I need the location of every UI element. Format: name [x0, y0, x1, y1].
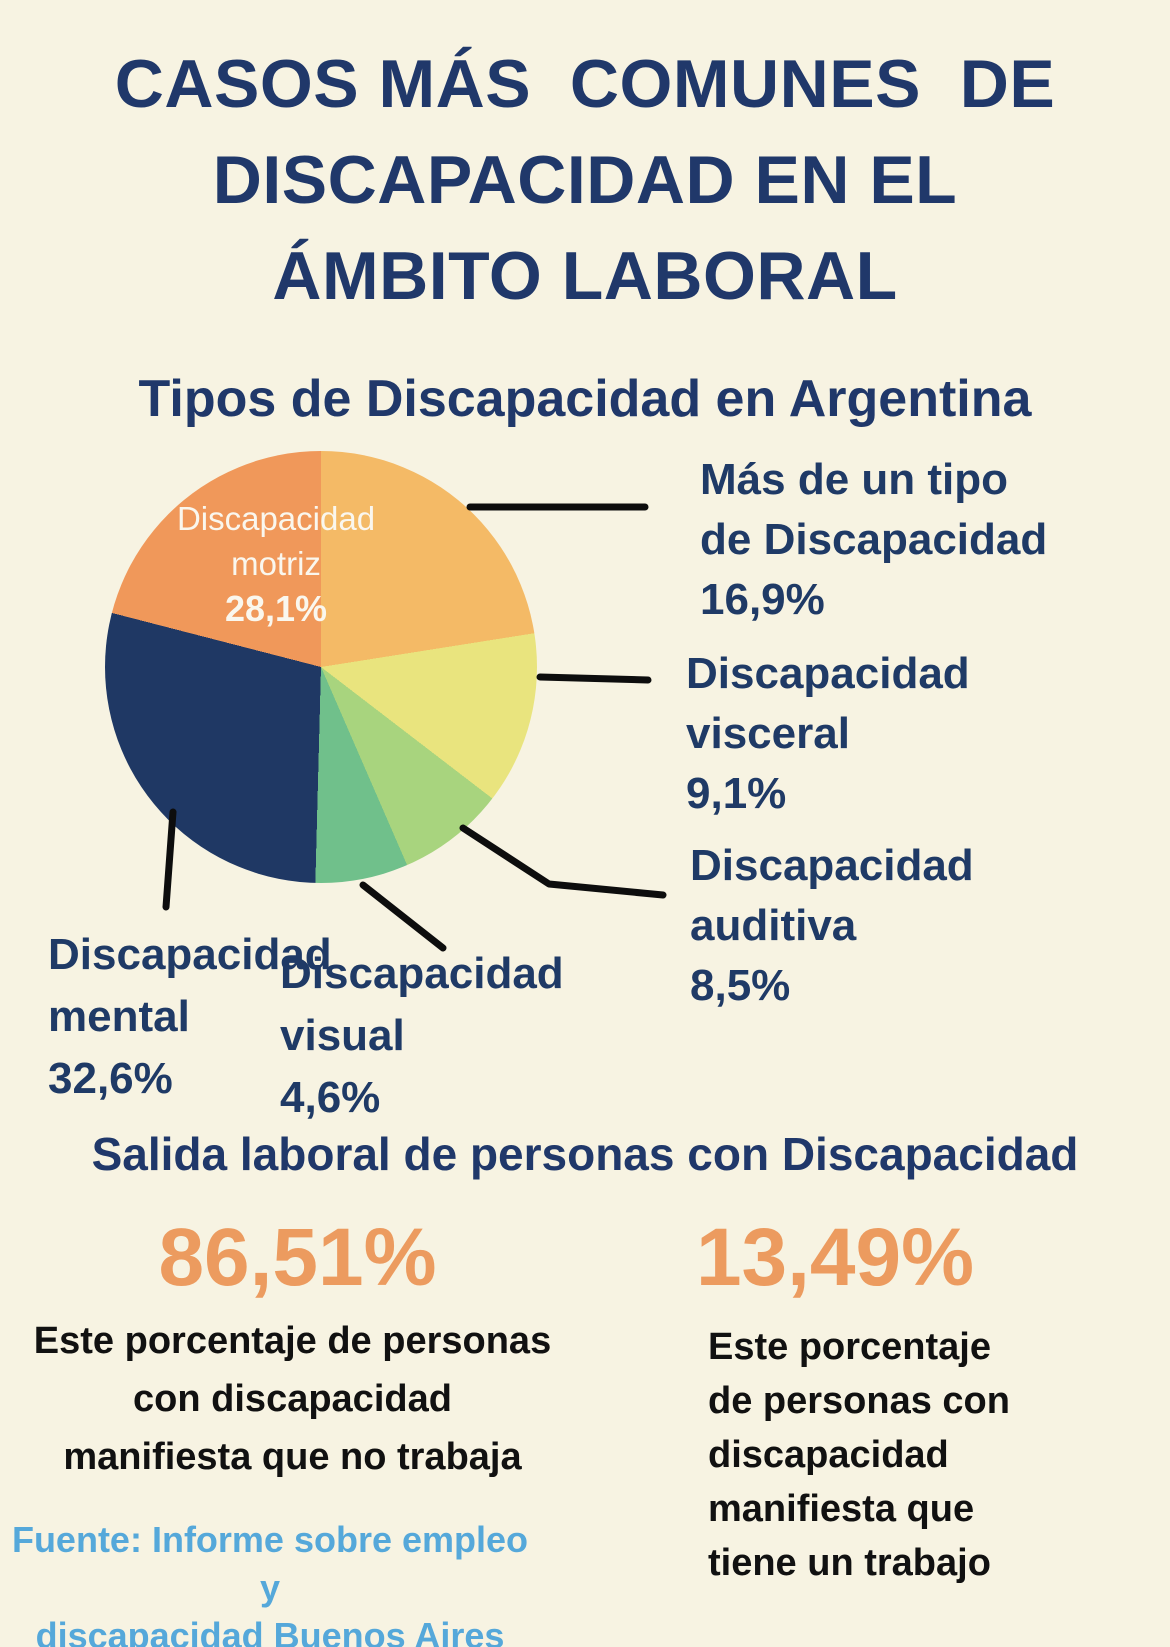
callout-line-auditiva [459, 824, 667, 899]
pie-chart [105, 451, 537, 883]
stat-value-no-trabaja: 86,51% [158, 1212, 437, 1303]
callout-label-multiple: Más de un tipo de Discapacidad 16,9% [700, 455, 1048, 624]
stat-description-trabaja: Este porcentaje de personas con discapac… [708, 1326, 1010, 1584]
stat-value-trabaja: 13,49% [695, 1212, 975, 1303]
callout-label-visceral: Discapacidad visceral 9,1% [686, 649, 970, 818]
pie-inner-label: Discapacidad motriz 28,1% [128, 496, 424, 632]
callout-label-visual: Discapacidad visual 4,6% [280, 949, 564, 1122]
pie-inner-label-value: 28,1% [224, 588, 328, 629]
callout-label-mental: Discapacidad mental 32,6% [48, 930, 332, 1103]
page-title: CASOS MÁS COMUNES DE DISCAPACIDAD EN EL … [114, 46, 1056, 314]
stat-description-no-trabaja: Este porcentaje de personas con discapac… [33, 1320, 552, 1478]
callout-label-auditiva: Discapacidad auditiva 8,5% [690, 841, 974, 1010]
callout-line-visceral [536, 673, 652, 684]
pie-inner-label-text: Discapacidad motriz [176, 500, 376, 582]
section-title-salida: Salida laboral de personas con Discapaci… [91, 1128, 1079, 1180]
callout-line-visual [359, 881, 447, 952]
source-note: Fuente: Informe sobre empleo y discapaci… [11, 1519, 529, 1647]
callout-line-mental [162, 808, 177, 911]
section-title-tipos: Tipos de Discapacidad en Argentina [138, 370, 1032, 428]
